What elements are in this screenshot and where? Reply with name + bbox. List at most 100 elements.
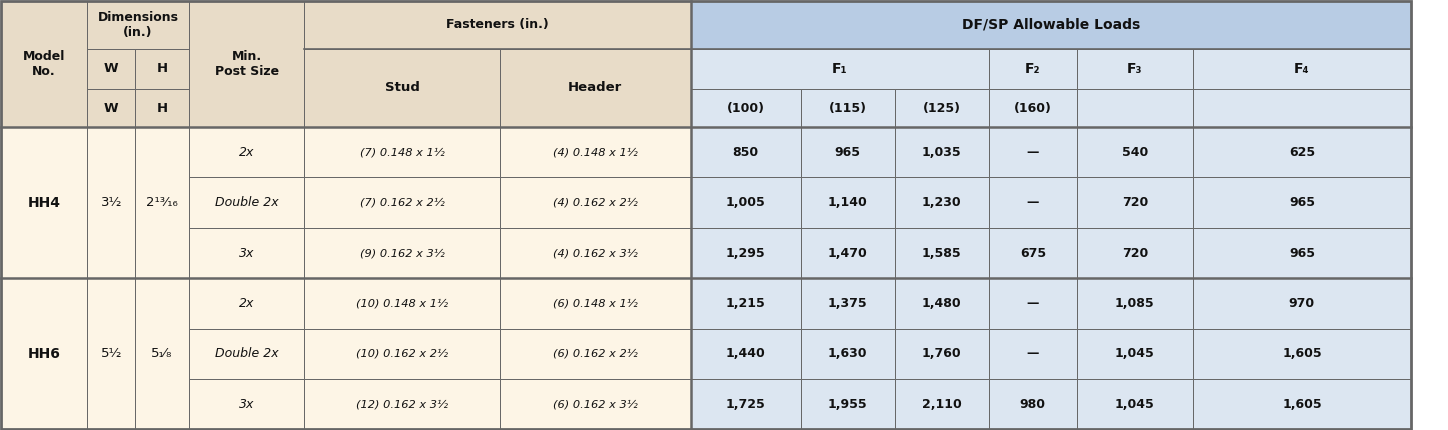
FancyBboxPatch shape xyxy=(895,278,989,329)
Text: 3x: 3x xyxy=(239,398,255,411)
FancyBboxPatch shape xyxy=(801,89,895,127)
FancyBboxPatch shape xyxy=(989,178,1077,228)
FancyBboxPatch shape xyxy=(135,89,188,127)
FancyBboxPatch shape xyxy=(87,178,135,228)
Text: (4) 0.162 x 3½: (4) 0.162 x 3½ xyxy=(553,248,637,258)
Text: 1,480: 1,480 xyxy=(922,297,961,310)
Text: 675: 675 xyxy=(1019,246,1045,260)
Text: 1,005: 1,005 xyxy=(725,196,766,209)
FancyBboxPatch shape xyxy=(304,228,500,278)
FancyBboxPatch shape xyxy=(1193,178,1300,228)
FancyBboxPatch shape xyxy=(0,178,87,228)
FancyBboxPatch shape xyxy=(304,127,500,178)
FancyBboxPatch shape xyxy=(135,127,188,278)
Text: Stud: Stud xyxy=(385,81,420,95)
FancyBboxPatch shape xyxy=(691,228,801,278)
FancyBboxPatch shape xyxy=(0,329,87,379)
FancyBboxPatch shape xyxy=(1077,379,1193,429)
FancyBboxPatch shape xyxy=(801,228,895,278)
FancyBboxPatch shape xyxy=(1193,178,1412,228)
FancyBboxPatch shape xyxy=(1077,178,1193,228)
Text: H: H xyxy=(156,62,168,76)
Text: (100): (100) xyxy=(727,101,765,115)
FancyBboxPatch shape xyxy=(500,178,691,228)
FancyBboxPatch shape xyxy=(691,329,801,379)
Text: Model
No.: Model No. xyxy=(23,50,65,78)
FancyBboxPatch shape xyxy=(1193,228,1300,278)
Text: 1,230: 1,230 xyxy=(922,196,961,209)
Text: 1,045: 1,045 xyxy=(1115,347,1154,360)
Text: Min.
Post Size: Min. Post Size xyxy=(214,50,278,78)
FancyBboxPatch shape xyxy=(188,127,304,178)
Text: F₃: F₃ xyxy=(1127,62,1142,76)
FancyBboxPatch shape xyxy=(989,127,1077,178)
FancyBboxPatch shape xyxy=(0,127,87,278)
Text: 1,085: 1,085 xyxy=(1115,297,1154,310)
FancyBboxPatch shape xyxy=(691,127,801,178)
FancyBboxPatch shape xyxy=(500,278,691,329)
FancyBboxPatch shape xyxy=(895,379,989,429)
Text: —: — xyxy=(1027,297,1040,310)
FancyBboxPatch shape xyxy=(801,379,895,429)
FancyBboxPatch shape xyxy=(801,127,895,178)
Text: (10) 0.162 x 2½: (10) 0.162 x 2½ xyxy=(356,349,447,359)
FancyBboxPatch shape xyxy=(801,178,895,228)
Text: 1,045: 1,045 xyxy=(1115,398,1154,411)
FancyBboxPatch shape xyxy=(801,127,895,178)
FancyBboxPatch shape xyxy=(188,278,304,329)
Text: 1,955: 1,955 xyxy=(828,398,867,411)
FancyBboxPatch shape xyxy=(989,127,1077,178)
Text: (4) 0.162 x 2½: (4) 0.162 x 2½ xyxy=(553,198,637,208)
Text: 1,035: 1,035 xyxy=(922,146,961,159)
Text: 720: 720 xyxy=(1122,196,1148,209)
FancyBboxPatch shape xyxy=(87,379,135,429)
Text: (12) 0.162 x 3½: (12) 0.162 x 3½ xyxy=(356,399,447,409)
FancyBboxPatch shape xyxy=(1193,379,1412,429)
FancyBboxPatch shape xyxy=(87,1,188,49)
FancyBboxPatch shape xyxy=(500,127,691,178)
FancyBboxPatch shape xyxy=(691,178,801,228)
FancyBboxPatch shape xyxy=(304,329,500,379)
Text: Double 2x: Double 2x xyxy=(214,347,278,360)
FancyBboxPatch shape xyxy=(895,228,989,278)
FancyBboxPatch shape xyxy=(1077,127,1193,178)
FancyBboxPatch shape xyxy=(895,178,989,228)
FancyBboxPatch shape xyxy=(691,278,801,329)
FancyBboxPatch shape xyxy=(691,278,801,329)
Text: 2¹³⁄₁₆: 2¹³⁄₁₆ xyxy=(146,196,178,209)
FancyBboxPatch shape xyxy=(188,329,304,379)
Text: 1,760: 1,760 xyxy=(922,347,961,360)
FancyBboxPatch shape xyxy=(304,1,691,49)
FancyBboxPatch shape xyxy=(1300,278,1412,329)
Text: —: — xyxy=(1027,347,1040,360)
FancyBboxPatch shape xyxy=(1077,178,1193,228)
FancyBboxPatch shape xyxy=(895,329,989,379)
FancyBboxPatch shape xyxy=(188,228,304,278)
FancyBboxPatch shape xyxy=(304,228,500,278)
Text: 5½: 5½ xyxy=(101,347,122,360)
FancyBboxPatch shape xyxy=(989,228,1077,278)
FancyBboxPatch shape xyxy=(1077,228,1193,278)
FancyBboxPatch shape xyxy=(691,89,801,127)
FancyBboxPatch shape xyxy=(691,379,801,429)
FancyBboxPatch shape xyxy=(989,89,1077,127)
FancyBboxPatch shape xyxy=(188,127,304,178)
Text: F₂: F₂ xyxy=(1025,62,1041,76)
FancyBboxPatch shape xyxy=(1300,228,1412,278)
FancyBboxPatch shape xyxy=(1300,379,1412,429)
Text: (6) 0.148 x 1½: (6) 0.148 x 1½ xyxy=(553,298,637,308)
FancyBboxPatch shape xyxy=(801,278,895,329)
FancyBboxPatch shape xyxy=(1193,127,1300,178)
Text: W: W xyxy=(104,101,119,115)
Text: 970: 970 xyxy=(1289,297,1315,310)
FancyBboxPatch shape xyxy=(500,329,691,379)
FancyBboxPatch shape xyxy=(135,278,188,329)
FancyBboxPatch shape xyxy=(801,329,895,379)
FancyBboxPatch shape xyxy=(895,127,989,178)
FancyBboxPatch shape xyxy=(801,329,895,379)
Text: 965: 965 xyxy=(1289,196,1315,209)
FancyBboxPatch shape xyxy=(1077,89,1193,127)
Text: 625: 625 xyxy=(1289,146,1315,159)
Text: H: H xyxy=(156,101,168,115)
FancyBboxPatch shape xyxy=(500,379,691,429)
